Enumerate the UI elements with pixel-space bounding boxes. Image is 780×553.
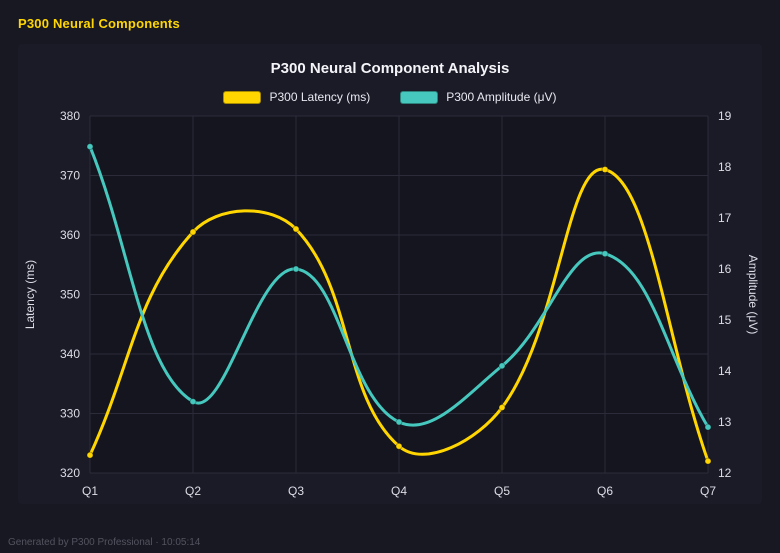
svg-text:330: 330	[60, 407, 80, 421]
svg-text:340: 340	[60, 347, 80, 361]
svg-text:12: 12	[718, 466, 732, 480]
svg-text:Q2: Q2	[185, 484, 201, 498]
legend-label-amplitude: P300 Amplitude (μV)	[446, 90, 557, 104]
svg-text:320: 320	[60, 466, 80, 480]
svg-text:17: 17	[718, 211, 732, 225]
svg-text:14: 14	[718, 364, 732, 378]
svg-text:19: 19	[718, 109, 732, 123]
svg-text:370: 370	[60, 169, 80, 183]
chart-card: P300 Neural Component Analysis P300 Late…	[18, 44, 762, 504]
legend-swatch-latency	[223, 90, 262, 104]
svg-text:16: 16	[718, 262, 732, 276]
chart-title: P300 Neural Component Analysis	[270, 60, 510, 77]
svg-text:Q5: Q5	[494, 484, 510, 498]
svg-text:Q1: Q1	[82, 484, 98, 498]
svg-text:Q3: Q3	[288, 484, 304, 498]
svg-text:Amplitude (μV): Amplitude (μV)	[746, 255, 760, 335]
footer-status: Generated by P300 Professional · 10:05:1…	[8, 537, 201, 548]
svg-text:360: 360	[60, 228, 80, 242]
chart-legend: P300 Latency (ms) P300 Amplitude (μV)	[18, 90, 762, 104]
svg-text:Q6: Q6	[597, 484, 613, 498]
legend-item-amplitude[interactable]: P300 Amplitude (μV)	[400, 90, 557, 104]
svg-text:Q7: Q7	[700, 484, 716, 498]
svg-text:350: 350	[60, 288, 80, 302]
svg-text:Q4: Q4	[391, 484, 407, 498]
page-title: P300 Neural Components	[18, 16, 180, 31]
legend-swatch-amplitude	[400, 90, 439, 104]
legend-item-latency[interactable]: P300 Latency (ms)	[223, 90, 370, 104]
svg-text:Latency (ms): Latency (ms)	[23, 260, 37, 329]
svg-text:13: 13	[718, 415, 732, 429]
svg-text:18: 18	[718, 160, 732, 174]
line-chart: 380 370 360 350 340 330 320 19 18 17 16 15 14 13 12 Q1 Q…	[23, 109, 760, 498]
svg-text:15: 15	[718, 313, 732, 327]
legend-label-latency: P300 Latency (ms)	[269, 90, 371, 104]
svg-text:380: 380	[60, 109, 80, 123]
